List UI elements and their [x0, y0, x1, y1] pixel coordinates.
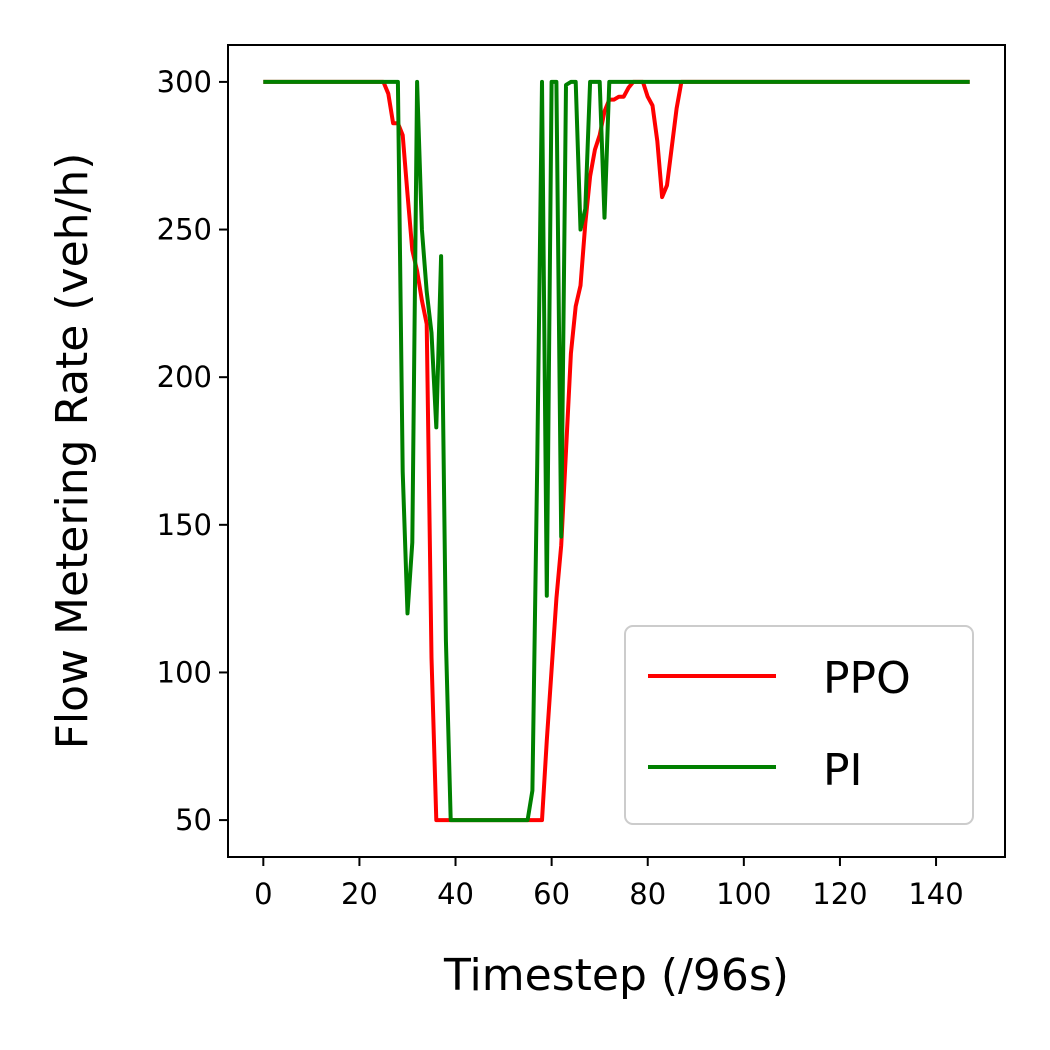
- x-tick-label: 100: [716, 877, 771, 911]
- series-line-pi: [263, 79, 970, 823]
- legend-box: [624, 625, 974, 825]
- x-tick-label: 80: [629, 877, 666, 911]
- y-tick-label: 200: [157, 360, 212, 394]
- x-tick-label: 140: [908, 877, 963, 911]
- x-axis-label: Timestep (/96s): [443, 950, 789, 1001]
- x-axis-ticks: 0 20 40 60 80 100 120 140: [254, 857, 964, 911]
- x-tick-label: 0: [254, 877, 272, 911]
- y-axis-label: Flow Metering Rate (veh/h): [47, 153, 98, 750]
- series-lines: [263, 79, 970, 823]
- x-tick-label: 20: [341, 877, 378, 911]
- x-tick-label: 40: [437, 877, 474, 911]
- y-tick-label: 150: [157, 508, 212, 542]
- y-tick-label: 300: [157, 65, 212, 99]
- x-tick-label: 120: [812, 877, 867, 911]
- y-tick-label: 250: [157, 213, 212, 247]
- legend-label-pi: PI: [823, 745, 863, 796]
- legend-label-ppo: PPO: [823, 653, 911, 704]
- legend: PPO PI: [624, 625, 974, 825]
- y-axis-ticks: 50 100 150 200 250 300: [157, 65, 228, 837]
- plot-frame: [227, 44, 1006, 858]
- x-tick-label: 60: [533, 877, 570, 911]
- y-tick-label: 100: [157, 655, 212, 689]
- y-tick-label: 50: [175, 803, 212, 837]
